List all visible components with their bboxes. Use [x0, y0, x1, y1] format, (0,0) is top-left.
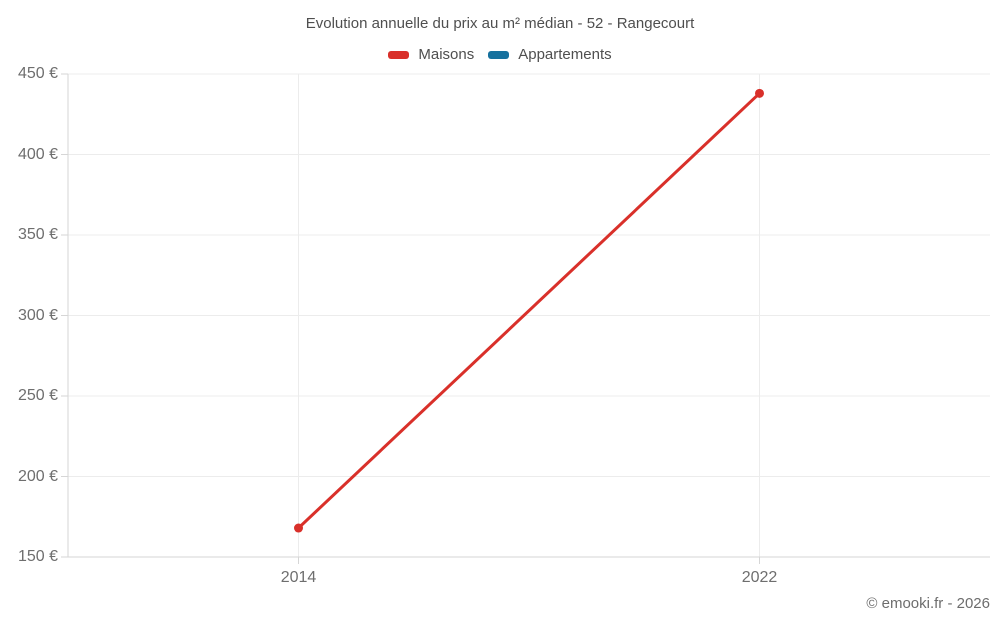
- x-axis-tick-label: 2014: [280, 569, 317, 586]
- legend-item-maisons[interactable]: Maisons: [388, 46, 474, 63]
- legend-item-appartements[interactable]: Appartements: [488, 46, 612, 63]
- chart-legend: Maisons Appartements: [0, 46, 1000, 63]
- y-axis-tick-label: 300 €: [17, 306, 58, 324]
- copyright-text: © emooki.fr - 2026: [866, 595, 990, 612]
- y-axis-tick-label: 350 €: [17, 226, 58, 243]
- x-axis-tick-label: 2022: [741, 569, 778, 586]
- y-axis-tick-label: 250 €: [17, 387, 58, 404]
- data-point-maisons: [294, 523, 303, 533]
- y-axis-tick-label: 150 €: [17, 548, 58, 565]
- legend-label-appartements: Appartements: [518, 46, 612, 63]
- chart-title: Evolution annuelle du prix au m² médian …: [305, 15, 695, 32]
- data-point-maisons: [755, 88, 764, 98]
- y-axis-tick-label: 450 €: [17, 65, 58, 82]
- y-axis-tick-label: 200 €: [17, 467, 58, 485]
- y-axis-tick-label: 400 €: [17, 145, 58, 163]
- series-line-maisons: [297, 92, 761, 530]
- legend-swatch-appartements-icon: [488, 50, 510, 59]
- legend-label-maisons: Maisons: [418, 46, 475, 63]
- legend-swatch-maisons-icon: [388, 50, 410, 59]
